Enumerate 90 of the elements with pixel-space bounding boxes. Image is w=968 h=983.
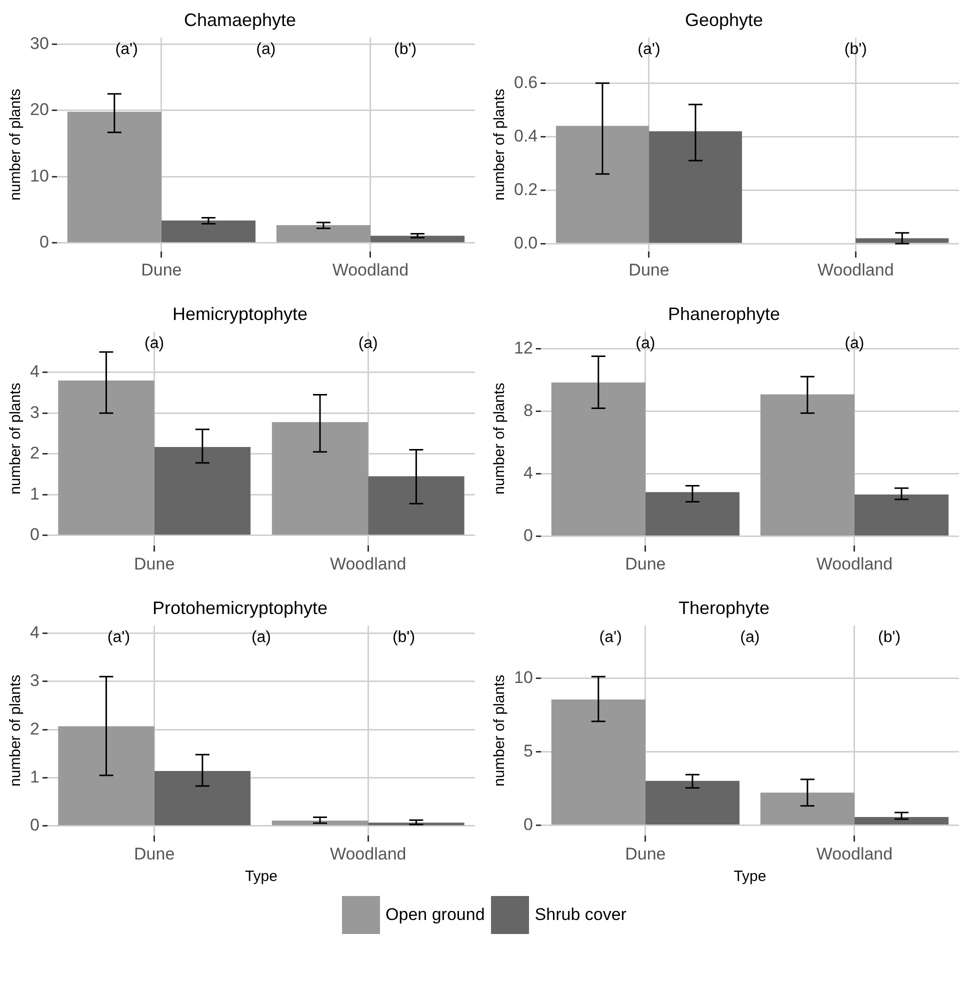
y-tick-label: 0.0	[514, 233, 538, 252]
y-tick-label: 0	[30, 816, 40, 835]
x-tick-label: Woodland	[818, 260, 894, 280]
annotation: (a')	[115, 41, 138, 58]
y-axis-title: number of plants	[491, 382, 508, 494]
bar	[154, 771, 251, 826]
bar	[856, 238, 949, 243]
y-tick-label: 10	[514, 668, 533, 687]
y-tick-label: 20	[30, 100, 49, 120]
bar	[276, 225, 370, 242]
y-tick-label: 4	[30, 362, 40, 382]
bar	[854, 817, 949, 825]
y-tick-label: 1	[30, 767, 40, 786]
x-tick-label: Woodland	[330, 844, 406, 864]
annotation: (b')	[392, 629, 416, 646]
annotation: (a)	[144, 335, 164, 352]
y-tick-label: 4	[30, 622, 40, 642]
x-tick-label: Dune	[134, 844, 175, 864]
y-tick-label: 2	[30, 444, 40, 463]
bar	[154, 446, 251, 535]
annotation: (a')	[599, 629, 622, 646]
bar	[161, 220, 256, 242]
y-tick-label: 0	[523, 814, 533, 834]
x-tick-label: Dune	[625, 554, 666, 574]
annotation: (a')	[107, 629, 130, 646]
bar	[551, 382, 646, 536]
bar	[760, 792, 854, 825]
bar	[556, 126, 649, 243]
chart-title: Therophyte	[678, 598, 770, 618]
y-axis-title: number of plants	[7, 382, 24, 494]
y-tick-label: 0	[30, 525, 40, 544]
y-tick-label: 1	[30, 484, 40, 504]
y-tick-label: 5	[523, 741, 533, 760]
y-tick-label: 0.2	[514, 180, 538, 199]
legend-label: Open ground	[386, 905, 485, 925]
bar	[67, 112, 162, 242]
y-tick-label: 0.4	[514, 126, 538, 146]
y-tick-label: 2	[30, 719, 40, 738]
bar	[854, 494, 949, 536]
y-axis-title: number of plants	[7, 88, 24, 200]
annotation: (a)	[251, 629, 272, 646]
annotation: (b')	[394, 41, 417, 58]
y-tick-label: 3	[30, 671, 40, 690]
x-tick-label: Dune	[625, 844, 666, 864]
bar	[648, 131, 742, 243]
annotation: (a)	[740, 629, 760, 646]
bar	[58, 380, 154, 535]
chart-title: Phanerophyte	[668, 304, 780, 324]
y-tick-label: 10	[30, 166, 49, 186]
chart-title: Geophyte	[684, 10, 764, 30]
annotation: (a)	[358, 335, 378, 352]
chart-title: Hemicryptophyte	[172, 304, 308, 324]
annotation: (a)	[844, 335, 864, 352]
bar	[58, 726, 154, 826]
x-axis-title: Type	[734, 868, 766, 886]
bar	[645, 492, 740, 536]
annotation: (a')	[638, 41, 660, 58]
y-tick-label: 4	[523, 463, 533, 482]
bar	[551, 699, 646, 825]
bar	[645, 780, 740, 825]
bar	[272, 422, 368, 535]
chart-title: Protohemicryptophyte	[152, 598, 328, 618]
chart-title: Chamaephyte	[184, 10, 296, 30]
y-tick-label: 30	[30, 34, 49, 53]
x-tick-label: Woodland	[330, 554, 406, 574]
bar	[370, 236, 465, 242]
y-tick-label: 0	[39, 232, 49, 252]
x-tick-label: Woodland	[816, 844, 893, 864]
bar	[368, 476, 464, 535]
annotation: (a)	[636, 335, 656, 352]
y-tick-label: 0	[523, 526, 533, 545]
y-tick-label: 8	[523, 400, 533, 420]
x-tick-label: Woodland	[816, 554, 893, 574]
y-axis-title: number of plants	[7, 674, 24, 786]
annotation: (b')	[844, 41, 867, 58]
bar	[760, 394, 854, 536]
y-tick-label: 3	[30, 402, 40, 422]
y-axis-title: number of plants	[491, 674, 508, 786]
x-axis-title: Type	[244, 868, 278, 886]
x-tick-label: Dune	[134, 554, 175, 574]
x-tick-label: Dune	[141, 260, 182, 280]
y-tick-label: 0.6	[514, 72, 538, 92]
y-axis-title: number of plants	[491, 88, 508, 200]
x-tick-label: Woodland	[332, 260, 409, 280]
annotation: (b')	[878, 629, 901, 646]
y-tick-label: 12	[514, 338, 533, 358]
legend-label: Shrub cover	[534, 905, 626, 925]
x-tick-label: Dune	[628, 260, 670, 280]
bar	[272, 820, 368, 826]
annotation: (a)	[256, 41, 276, 58]
